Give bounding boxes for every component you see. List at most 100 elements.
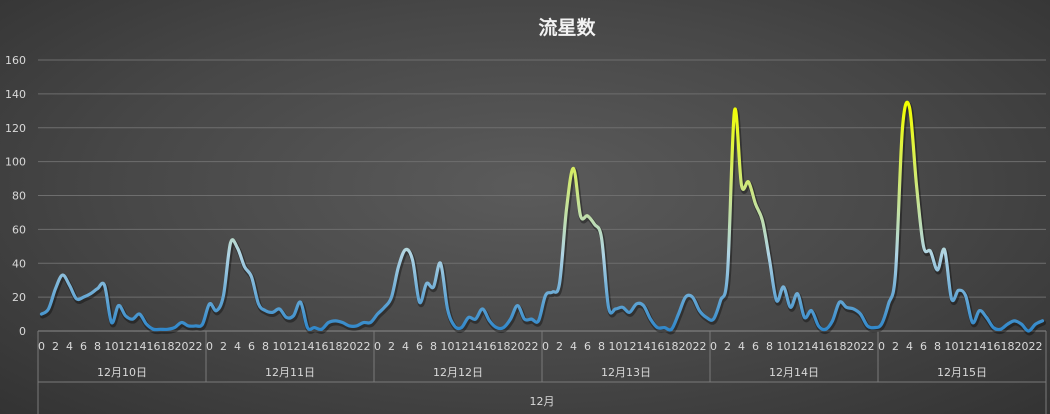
- x-tick-label: 8: [262, 340, 269, 353]
- data-point: [89, 292, 93, 296]
- data-point: [173, 326, 177, 330]
- data-point: [278, 307, 282, 311]
- series-line-shadow: [40, 101, 1046, 336]
- data-point: [922, 244, 926, 248]
- data-point: [915, 183, 919, 187]
- data-point: [635, 302, 639, 306]
- data-point: [292, 314, 296, 318]
- x-tick-label: 2: [892, 340, 899, 353]
- data-point: [677, 312, 681, 316]
- data-point: [152, 327, 156, 331]
- x-tick-label: 20: [679, 340, 693, 353]
- x-tick-label: 2: [556, 340, 563, 353]
- data-point: [1041, 319, 1045, 323]
- x-tick-label: 18: [497, 340, 511, 353]
- data-point: [397, 265, 401, 269]
- data-point: [691, 295, 695, 299]
- data-point: [740, 183, 744, 187]
- data-point: [166, 327, 170, 331]
- data-point: [418, 300, 422, 304]
- data-point: [761, 219, 765, 223]
- data-point: [796, 292, 800, 296]
- data-point: [628, 310, 632, 314]
- x-tick-label: 18: [833, 340, 847, 353]
- x-tick-label: 4: [402, 340, 409, 353]
- x-tick-label: 12: [287, 340, 301, 353]
- data-point: [1020, 322, 1024, 326]
- data-point: [509, 317, 513, 321]
- x-tick-label: 18: [161, 340, 175, 353]
- x-tick-label: 2: [388, 340, 395, 353]
- data-point: [663, 326, 667, 330]
- x-tick-label: 12: [119, 340, 133, 353]
- x-tick-label: 22: [525, 340, 539, 353]
- y-tick-label: 160: [5, 54, 26, 67]
- data-point: [733, 109, 737, 113]
- x-tick-label: 8: [430, 340, 437, 353]
- data-point: [852, 307, 856, 311]
- x-tick-label: 20: [511, 340, 525, 353]
- chart-title: 流星数: [538, 16, 596, 39]
- data-point: [537, 319, 541, 323]
- data-point: [432, 285, 436, 289]
- x-tick-label: 10: [105, 340, 119, 353]
- data-point: [754, 202, 758, 206]
- data-point: [817, 324, 821, 328]
- x-tick-label: 14: [301, 340, 315, 353]
- x-tick-label: 4: [234, 340, 241, 353]
- data-point: [887, 302, 891, 306]
- data-point: [453, 324, 457, 328]
- data-point: [75, 297, 79, 301]
- data-point: [411, 258, 415, 262]
- data-point: [1027, 329, 1031, 333]
- data-point: [551, 290, 555, 294]
- x-tick-label: 18: [665, 340, 679, 353]
- data-point: [306, 326, 310, 330]
- data-point: [222, 293, 226, 297]
- data-point: [649, 317, 653, 321]
- x-tick-label: 20: [175, 340, 189, 353]
- data-point: [985, 315, 989, 319]
- data-point: [47, 307, 51, 311]
- data-point: [61, 273, 65, 277]
- data-point: [215, 309, 219, 313]
- x-tick-label: 22: [861, 340, 875, 353]
- data-point: [362, 321, 366, 325]
- data-point: [845, 305, 849, 309]
- y-tick-label: 20: [12, 291, 26, 304]
- data-point: [264, 309, 268, 313]
- data-point: [810, 309, 814, 313]
- data-point: [544, 293, 548, 297]
- data-point: [40, 312, 44, 316]
- data-point: [789, 305, 793, 309]
- data-point: [488, 319, 492, 323]
- x-tick-label: 22: [189, 340, 203, 353]
- data-point: [313, 326, 317, 330]
- y-tick-label: 0: [19, 325, 26, 338]
- data-point: [1034, 322, 1038, 326]
- data-point: [929, 249, 933, 253]
- x-tick-label: 4: [906, 340, 913, 353]
- data-point: [936, 268, 940, 272]
- x-axis-hour-labels: 0 2 4 6 8 10 12 14 16 18 20 22 0 2 4 6 8 10 12 14 16 18 20 22 0 2…: [38, 340, 1043, 353]
- x-tick-label: 8: [598, 340, 605, 353]
- data-point: [656, 326, 660, 330]
- data-point: [117, 304, 121, 308]
- y-axis-ticks: 0 20 40 60 80 100 120 140 160: [5, 54, 26, 338]
- data-point: [803, 315, 807, 319]
- data-point: [369, 321, 373, 325]
- data-point: [54, 287, 58, 291]
- data-point: [299, 300, 303, 304]
- data-point: [565, 207, 569, 211]
- data-point: [880, 322, 884, 326]
- data-point: [502, 326, 506, 330]
- series-layer: [39, 100, 1046, 336]
- x-tick-label: 16: [147, 340, 161, 353]
- data-point: [96, 287, 100, 291]
- data-point: [383, 305, 387, 309]
- data-point: [131, 317, 135, 321]
- x-axis: [37, 330, 1047, 414]
- x-tick-label: 10: [609, 340, 623, 353]
- data-point: [558, 282, 562, 286]
